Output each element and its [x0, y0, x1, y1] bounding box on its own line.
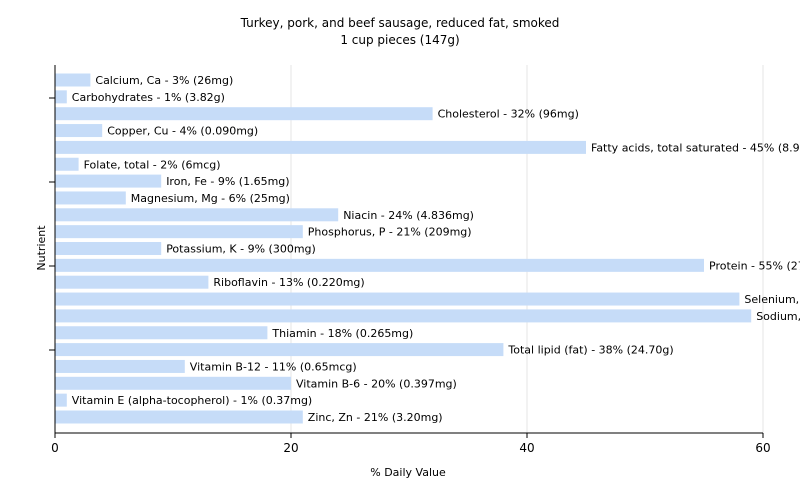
- bar-label-8: Niacin - 24% (4.836mg): [343, 209, 474, 222]
- x-axis-title: % Daily Value: [370, 466, 446, 479]
- bar-layer: Calcium, Ca - 3% (26mg) Carbohydrates - 1…: [55, 73, 800, 424]
- bar-0: [55, 73, 91, 87]
- bar-16: [55, 343, 504, 357]
- bar-label-11: Protein - 55% (27.34g): [709, 259, 800, 272]
- bar-label-17: Vitamin B-12 - 11% (0.65mcg): [190, 360, 357, 373]
- bar-label-14: Sodium, Na - 59% (1407mg): [756, 310, 800, 323]
- bar-6: [55, 174, 162, 188]
- axis-layer: 0 20 40 60: [49, 65, 771, 455]
- bar-label-3: Copper, Cu - 4% (0.090mg): [107, 125, 258, 138]
- bar-10: [55, 242, 162, 255]
- y-axis-title: Nutrient: [35, 225, 48, 271]
- bar-label-20: Zinc, Zn - 21% (3.20mg): [308, 411, 443, 424]
- bar-2: [55, 107, 433, 121]
- bar-9: [55, 225, 303, 239]
- bar-11: [55, 258, 704, 272]
- bar-label-1: Carbohydrates - 1% (3.82g): [72, 91, 225, 104]
- bar-17: [55, 359, 185, 373]
- bar-label-6: Iron, Fe - 9% (1.65mg): [166, 175, 289, 188]
- bar-5: [55, 157, 79, 171]
- chart-title: Turkey, pork, and beef sausage, reduced …: [240, 16, 560, 30]
- bar-label-9: Phosphorus, P - 21% (209mg): [308, 226, 472, 239]
- bar-label-15: Thiamin - 18% (0.265mg): [271, 327, 413, 340]
- bar-label-0: Calcium, Ca - 3% (26mg): [95, 74, 233, 87]
- bar-4: [55, 140, 586, 154]
- x-tick-label-1: 20: [283, 441, 298, 455]
- x-tick-label-3: 60: [755, 441, 770, 455]
- chart-subtitle: 1 cup pieces (147g): [340, 33, 459, 47]
- bar-label-16: Total lipid (fat) - 38% (24.70g): [507, 344, 673, 357]
- bar-7: [55, 191, 126, 205]
- bar-label-12: Riboflavin - 13% (0.220mg): [213, 276, 364, 289]
- bar-15: [55, 326, 268, 340]
- grid-layer: [290, 65, 764, 433]
- bar-1: [55, 90, 67, 104]
- bar-19: [55, 393, 67, 407]
- bar-label-19: Vitamin E (alpha-tocopherol) - 1% (0.37m…: [72, 394, 312, 407]
- bar-3: [55, 124, 103, 138]
- bar-label-2: Cholesterol - 32% (96mg): [438, 108, 579, 121]
- x-tick-label-0: 0: [51, 441, 59, 455]
- bar-14: [55, 309, 752, 323]
- bar-13: [55, 292, 740, 306]
- bar-label-5: Folate, total - 2% (6mcg): [84, 158, 221, 171]
- bar-label-7: Magnesium, Mg - 6% (25mg): [131, 192, 290, 205]
- bar-label-10: Potassium, K - 9% (300mg): [166, 243, 316, 256]
- bar-18: [55, 376, 291, 390]
- x-tick-label-2: 40: [519, 441, 534, 455]
- bar-20: [55, 410, 303, 424]
- bar-12: [55, 275, 209, 289]
- bar-label-13: Selenium, Se - 58% (40.9mcg): [744, 293, 800, 306]
- bar-8: [55, 208, 339, 222]
- bar-label-4: Fatty acids, total saturated - 45% (8.92…: [591, 141, 800, 154]
- bar-label-18: Vitamin B-6 - 20% (0.397mg): [296, 377, 457, 390]
